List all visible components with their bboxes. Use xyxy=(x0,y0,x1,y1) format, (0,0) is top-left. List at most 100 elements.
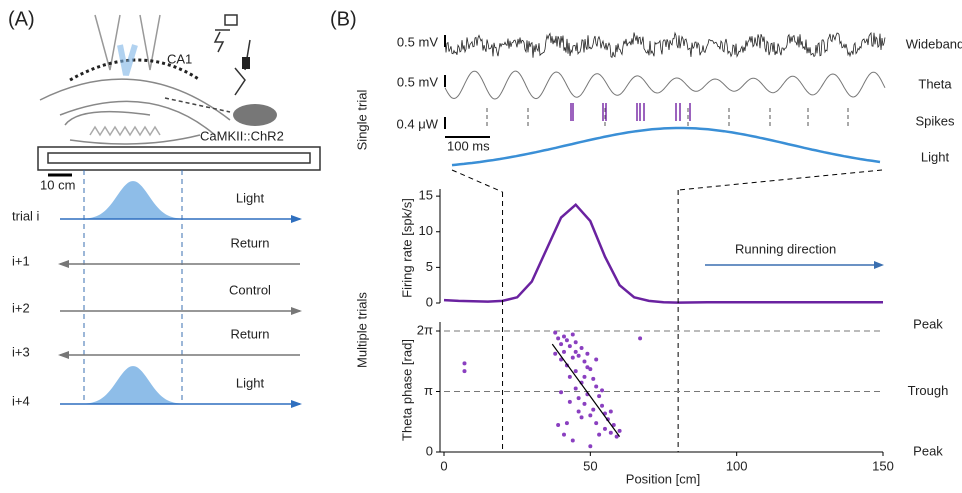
y-tick-label: π xyxy=(424,383,433,398)
zoom-line xyxy=(451,169,503,193)
point xyxy=(573,340,578,345)
point xyxy=(570,332,575,337)
point xyxy=(570,355,575,360)
trial-label: i+3 xyxy=(12,344,30,359)
point xyxy=(573,369,578,374)
y-tick-label: 15 xyxy=(419,188,433,203)
axis-title: Position [cm] xyxy=(626,471,700,486)
annotation: Running direction xyxy=(735,241,836,256)
point xyxy=(576,353,581,358)
axis-title: Theta phase [rad] xyxy=(399,339,414,441)
wideband-trace xyxy=(444,31,886,59)
point xyxy=(588,367,593,372)
point xyxy=(573,386,578,391)
point xyxy=(561,432,566,437)
panel-label: (B) xyxy=(330,8,357,30)
point xyxy=(564,421,569,426)
point xyxy=(556,423,561,428)
point xyxy=(556,336,561,341)
point xyxy=(559,390,564,395)
phase-label: Trough xyxy=(908,383,949,398)
mouse-label: CaMKII::ChR2 xyxy=(200,128,284,143)
point xyxy=(594,421,599,426)
scale-label: 0.4 μW xyxy=(397,116,439,131)
condition-label: Return xyxy=(230,235,269,250)
point xyxy=(567,399,572,404)
scale-label: 0.5 mV xyxy=(397,34,439,49)
axis-title: Single trial xyxy=(354,90,369,151)
point xyxy=(582,401,587,406)
point xyxy=(567,344,572,349)
trace-label: Theta xyxy=(918,76,952,91)
point xyxy=(608,430,613,435)
illustration xyxy=(39,14,277,145)
x-tick-label: 50 xyxy=(583,458,597,473)
y-tick-label: 2π xyxy=(417,322,433,337)
x-tick-label: 150 xyxy=(872,458,894,473)
scale-label: 10 cm xyxy=(40,177,75,192)
point xyxy=(585,351,590,356)
trace-label: Light xyxy=(921,149,950,164)
point xyxy=(553,330,558,335)
trace-label: Wideband xyxy=(906,36,962,51)
point xyxy=(559,342,564,347)
point xyxy=(608,409,613,414)
y-tick-label: 10 xyxy=(419,223,433,238)
point xyxy=(600,403,605,408)
point xyxy=(579,346,584,350)
condition-label: Light xyxy=(236,375,265,390)
point xyxy=(564,338,569,343)
y-tick-label: 0 xyxy=(426,294,433,309)
rate-line xyxy=(443,202,883,304)
zoom-line xyxy=(678,169,883,191)
point xyxy=(617,428,622,433)
point xyxy=(582,359,587,364)
point xyxy=(638,336,643,341)
trial-label: i+4 xyxy=(12,393,30,408)
y-tick-label: 0 xyxy=(426,443,433,458)
arrow-head xyxy=(291,307,302,315)
light-trace xyxy=(451,126,881,167)
fit-line xyxy=(551,343,621,437)
point xyxy=(591,407,596,412)
point xyxy=(594,357,599,362)
x-tick-label: 100 xyxy=(726,458,748,473)
scale-label: 100 ms xyxy=(447,138,490,153)
arrow-head xyxy=(291,400,302,408)
arrow-head xyxy=(874,261,884,269)
point xyxy=(561,349,566,354)
axis-title: Multiple trials xyxy=(354,292,369,368)
point xyxy=(561,334,566,339)
point xyxy=(462,369,467,374)
point xyxy=(567,374,572,379)
light-profile xyxy=(84,181,182,219)
point xyxy=(614,434,619,439)
condition-label: Light xyxy=(236,190,265,205)
track xyxy=(37,146,321,171)
point xyxy=(597,432,602,437)
trial-label: i+1 xyxy=(12,253,30,268)
trial-label: i+2 xyxy=(12,300,30,315)
trace-label: Spikes xyxy=(915,113,955,128)
point xyxy=(462,361,467,366)
point xyxy=(570,438,575,443)
trial-label: trial i xyxy=(12,208,40,223)
arrow-head xyxy=(291,215,302,223)
theta-trace xyxy=(444,70,886,100)
point xyxy=(597,394,602,399)
arrow-head xyxy=(58,351,69,359)
condition-label: Control xyxy=(229,282,271,297)
point xyxy=(591,376,596,381)
point xyxy=(576,396,581,401)
x-tick-label: 0 xyxy=(440,458,447,473)
phase-label: Peak xyxy=(913,443,943,458)
point xyxy=(585,365,590,370)
point xyxy=(602,426,607,431)
y-tick-label: 5 xyxy=(426,259,433,274)
point xyxy=(600,388,605,393)
phase-label: Peak xyxy=(913,316,943,331)
scale-label: 0.5 mV xyxy=(397,74,439,89)
point xyxy=(573,349,578,354)
point xyxy=(588,413,593,418)
